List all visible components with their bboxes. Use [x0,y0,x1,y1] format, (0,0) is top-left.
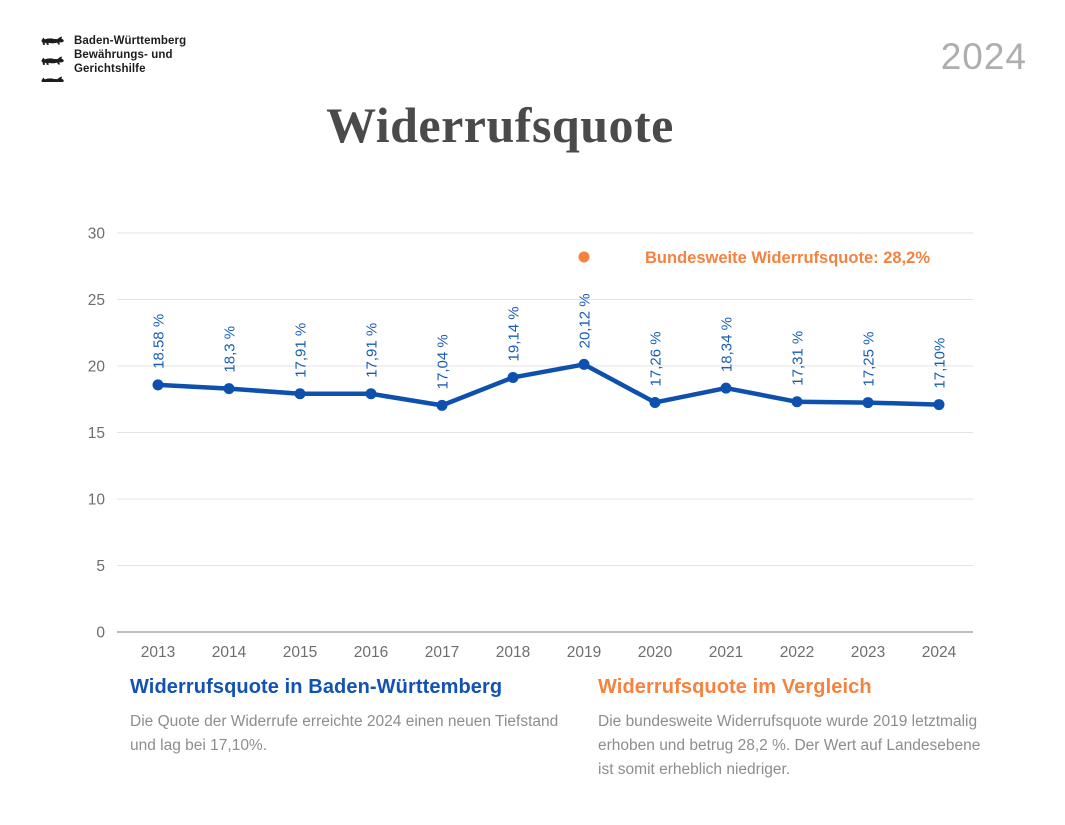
y-tick-label: 0 [96,625,105,642]
y-tick-label: 5 [96,558,105,575]
data-point [436,399,448,411]
widerrufsquote-line-chart: 0 5 10 15 20 25 30 2013 2014 2015 2016 2017 2018 2019… [0,215,1065,675]
section-vergleich: Widerrufsquote im Vergleich Die bundeswe… [598,676,998,782]
data-point [507,371,519,383]
x-tick-label: 2024 [922,644,957,661]
data-point [223,383,235,395]
data-point-label: 17,91 % [293,323,310,378]
data-point-label: 19,14 % [506,306,523,361]
org-name-line: Gerichtshilfe [74,63,146,75]
data-point [294,388,306,400]
org-name-line: Bewährungs- und [74,49,173,61]
section-baden-wuerttemberg: Widerrufsquote in Baden-Württemberg Die … [130,676,560,758]
data-point [862,397,874,409]
page-title: Widerrufsquote [326,97,674,153]
y-tick-label: 25 [88,292,105,309]
reference-point [578,251,590,263]
x-tick-label: 2022 [780,644,814,661]
data-point-label: 17,26 % [648,331,665,386]
data-point-label: 17,31 % [790,331,807,386]
x-tick-label: 2020 [638,644,673,661]
data-point [578,358,590,370]
data-point-label: 17,10% [932,338,949,389]
x-tick-label: 2018 [496,644,530,661]
data-point [152,379,164,391]
three-lions-crest-icon [41,36,64,82]
section-heading-left: Widerrufsquote in Baden-Württemberg [130,676,503,698]
section-heading-right: Widerrufsquote im Vergleich [598,676,872,698]
y-tick-label: 15 [88,425,105,442]
report-year: 2024 [940,36,1027,77]
data-point-label: 17,04 % [435,334,452,389]
section-body-left: Die Quote der Widerrufe erreichte 2024 e… [130,713,559,754]
data-point [365,388,377,400]
data-point-label: 18,34 % [719,317,736,372]
trend-line [155,362,942,408]
line-chart-svg: 0 5 10 15 20 25 30 2013 2014 2015 2016 2017 2018 2019… [88,226,973,661]
legend-label: Bundesweite Widerrufsquote: 28,2% [645,249,930,267]
x-tick-label: 2017 [425,644,459,661]
data-point-label: 18.58 % [151,314,168,369]
org-logo: Baden-Württemberg Bewährungs- und Gerich… [40,34,186,82]
data-point-label: 17,25 % [861,332,878,387]
y-tick-label: 30 [88,226,106,243]
data-point-label: 17,91 % [364,323,381,378]
x-tick-label: 2014 [212,644,247,661]
x-tick-label: 2023 [851,644,885,661]
x-tick-label: 2021 [709,644,743,661]
org-name-line: Baden-Württemberg [74,35,187,47]
org-name: Baden-Württemberg Bewährungs- und Gerich… [74,34,186,76]
data-point-label: 18,3 % [222,326,239,373]
x-tick-label: 2015 [283,644,317,661]
data-point [933,399,945,411]
data-point-label: 20,12 % [577,293,594,348]
x-tick-label: 2013 [141,644,175,661]
y-tick-label: 20 [88,359,106,376]
section-body-right: Die bundesweite Widerrufsquote wurde 201… [598,713,981,778]
data-point [649,396,661,408]
data-point [791,396,803,408]
y-tick-label: 10 [88,492,106,509]
x-tick-label: 2016 [354,644,388,661]
x-tick-label: 2019 [567,644,601,661]
data-point [720,382,732,394]
